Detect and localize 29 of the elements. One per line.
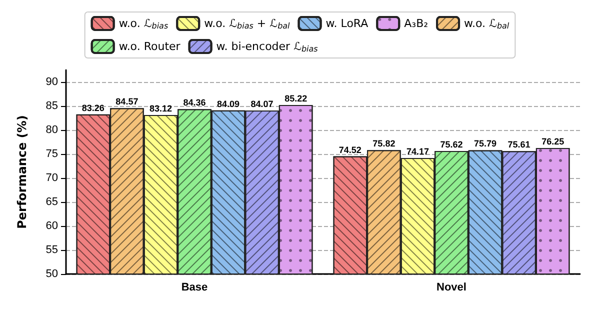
legend-label: w.o. Router (118, 40, 181, 53)
data-label: 75.62 (440, 140, 463, 150)
data-label: 84.07 (250, 98, 274, 109)
data-label: 75.79 (474, 138, 497, 149)
data-label: 76.25 (542, 136, 564, 146)
data-label: 84.36 (183, 98, 206, 108)
y-tick-label: 60 (46, 220, 58, 232)
y-tick-label: 55 (46, 244, 58, 256)
y-tick-label: 85 (46, 100, 58, 112)
x-tick-label: Base (181, 282, 208, 294)
data-label: 84.09 (217, 98, 240, 109)
x-tick-label: Novel (436, 282, 466, 294)
data-label: 74.17 (406, 146, 429, 156)
data-label: 84.57 (116, 96, 138, 107)
data-label: 75.61 (508, 140, 530, 150)
legend-label: A₃B₂ (404, 17, 428, 30)
y-tick-label: 65 (46, 196, 58, 208)
y-tick-label: 80 (46, 124, 58, 136)
data-label: 83.12 (149, 104, 172, 114)
y-tick-label: 50 (46, 268, 58, 280)
y-tick-label: 90 (46, 76, 58, 88)
data-label: 83.26 (82, 102, 104, 113)
y-axis-title: Performance (%) (15, 115, 29, 229)
legend-label: w. LoRA (326, 17, 369, 30)
data-label: 74.52 (338, 144, 362, 155)
y-tick-label: 70 (46, 172, 58, 184)
data-label: 75.82 (372, 138, 396, 149)
y-tick-label: 75 (46, 148, 58, 160)
data-label: 85.22 (284, 93, 308, 104)
